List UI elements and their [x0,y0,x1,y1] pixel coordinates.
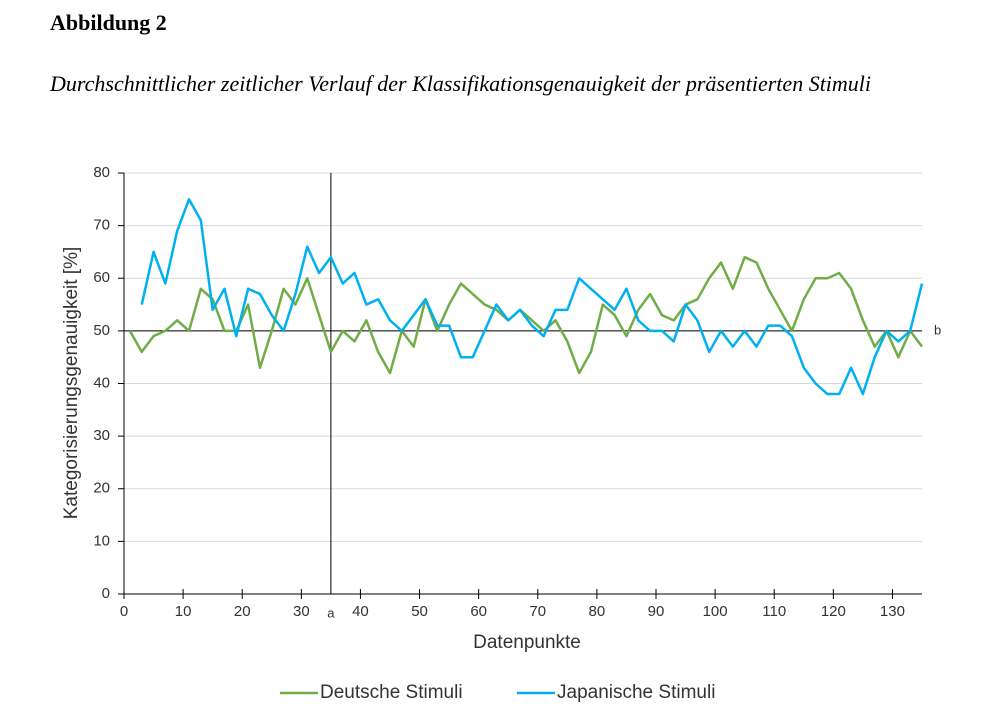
reference-label: a [327,605,335,620]
y-tick-label: 50 [93,322,110,339]
x-tick-label: 60 [470,603,487,620]
y-tick-label: 0 [102,585,110,602]
figure-caption: Durchschnittlicher zeitlicher Verlauf de… [50,71,872,96]
series-line [140,198,924,396]
x-tick-label: 20 [234,603,251,620]
x-tick-label: 30 [293,603,310,620]
reference-label: b [934,322,941,337]
y-tick-label: 20 [93,480,110,497]
y-tick-label: 80 [93,164,110,181]
x-tick-label: 0 [120,603,128,620]
x-tick-label: 40 [352,603,369,620]
x-axis-title: Datenpunkte [473,632,581,653]
series-line [128,255,924,375]
y-tick-label: 10 [93,532,110,549]
x-tick-label: 100 [703,603,728,620]
y-tick-label: 40 [93,374,110,391]
legend-label: Japanische Stimuli [557,682,715,703]
x-tick-label: 80 [589,603,606,620]
y-tick-label: 30 [93,427,110,444]
x-tick-label: 110 [762,603,786,620]
x-tick-label: 120 [821,603,846,620]
x-tick-label: 130 [880,603,905,620]
legend-label: Deutsche Stimuli [320,682,463,703]
x-tick-label: 10 [175,603,192,620]
figure-heading: Abbildung 2 [50,10,167,35]
y-tick-label: 70 [93,217,110,234]
y-axis-title: Kategorisierungsgenauigkeit [%] [61,247,82,520]
x-tick-label: 70 [529,603,546,620]
x-tick-label: 50 [411,603,428,620]
x-tick-label: 90 [648,603,665,620]
y-tick-label: 60 [93,269,110,286]
